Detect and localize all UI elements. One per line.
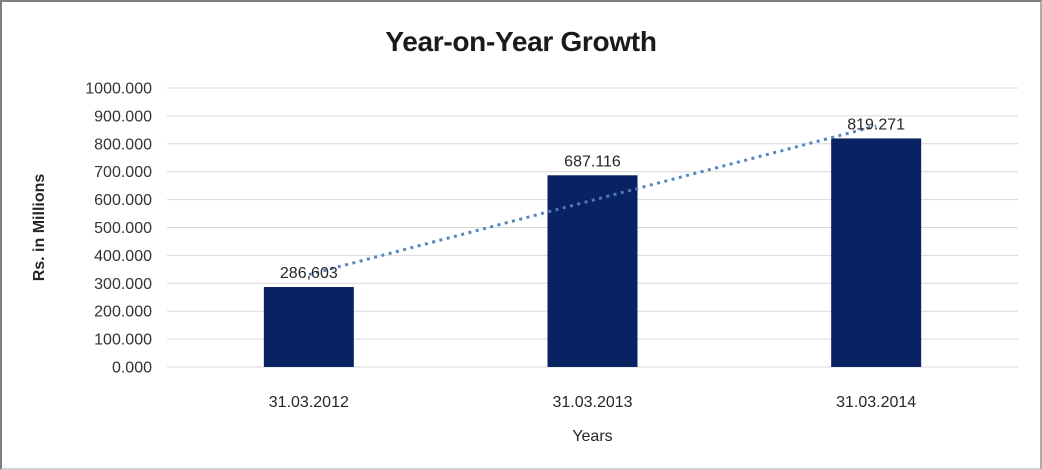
x-tick-label: 31.03.2013 [552,394,632,411]
y-tick-label: 700.000 [94,164,152,181]
bar-31.03.2014 [831,138,922,367]
y-tick-label: 200.000 [94,304,152,321]
bar-31.03.2013 [547,175,638,367]
chart-title: Year-on-Year Growth [385,26,657,57]
y-tick-label: 600.000 [94,192,152,209]
y-tick-label: 900.000 [94,108,152,125]
y-tick-label: 300.000 [94,276,152,293]
y-tick-label: 1000.000 [85,81,152,98]
data-label: 286,603 [280,265,338,282]
trendline [308,124,877,277]
x-axis-title: Years [572,428,612,445]
x-tick-label: 31.03.2014 [836,394,916,411]
data-label: 819.271 [847,116,905,133]
y-tick-label: 500.000 [94,220,152,237]
y-tick-label: 400.000 [94,248,152,265]
y-axis-title: Rs. in Millions [31,174,48,282]
x-tick-label: 31.03.2012 [269,394,349,411]
y-tick-label: 100.000 [94,332,152,349]
bar-31.03.2012 [263,287,354,367]
data-label: 687.116 [564,153,621,170]
y-tick-label: 800.000 [94,136,152,153]
y-tick-label: 0.000 [112,360,152,377]
